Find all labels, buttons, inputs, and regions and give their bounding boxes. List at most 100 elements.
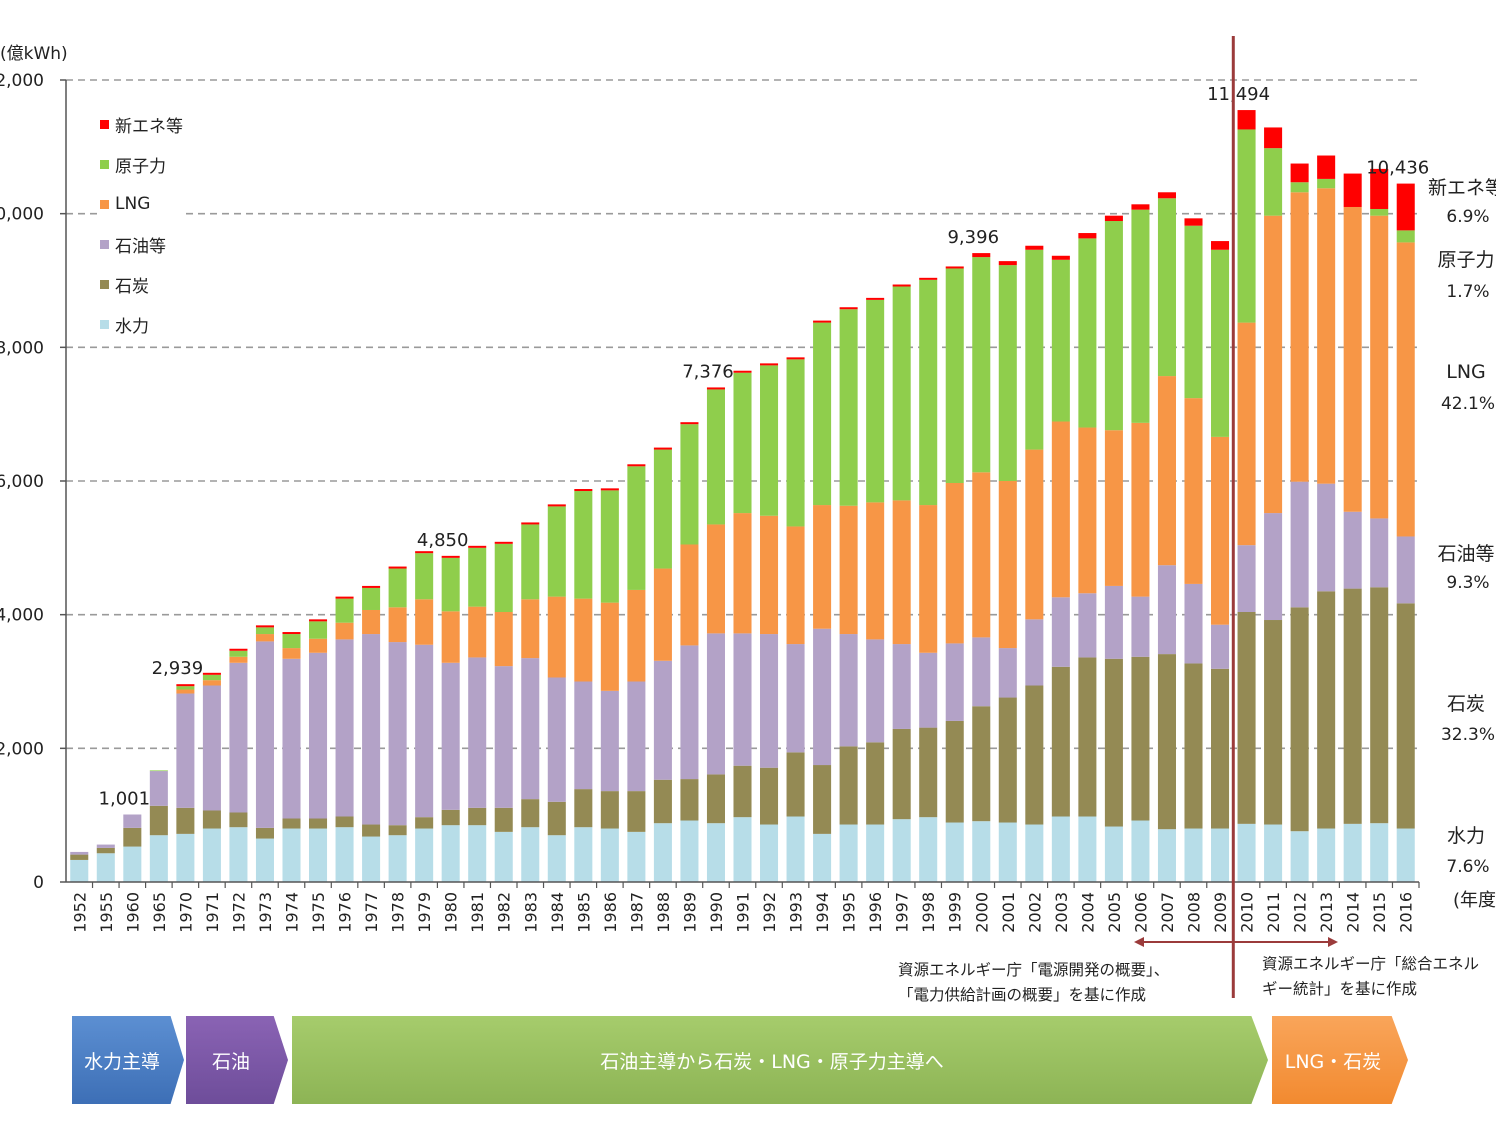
bar-segment-原子力 [441,557,460,612]
x-tick-label: 1955 [97,892,116,933]
bar-segment-水力 [627,831,646,882]
source-note-left: 資源エネルギー庁「電源開発の概要」、 「電力供給計画の概要」を基に作成 [898,958,1169,1008]
bar-segment-原子力 [1290,182,1309,193]
bar-segment-石油等 [1317,483,1336,592]
x-tick-label: 2005 [1105,892,1124,933]
bar-segment-水力 [521,827,540,882]
x-tick-label: 1976 [336,892,355,933]
bar-segment-原子力 [1264,148,1283,216]
x-tick-label: 2000 [972,892,991,933]
bar-segment-原子力 [839,309,858,506]
bar-segment-石油等 [255,641,274,828]
bar-segment-石油等 [70,851,89,855]
bar-segment-石油等 [653,660,672,780]
bar-segment-水力 [149,835,168,882]
x-tick-label: 1981 [468,892,487,933]
source-note-left-line1: 資源エネルギー庁「電源開発の概要」、 [898,961,1170,979]
y-axis-unit-label: (億kWh) [0,44,68,64]
bar-segment-原子力 [1317,178,1336,189]
bar-segment-水力 [70,859,89,882]
x-tick-label: 1988 [654,892,673,933]
y-tick-label: 10,000 [0,205,44,225]
bar-segment-LNG [468,606,487,658]
bar-segment-石炭 [441,809,460,826]
bar-segment-原子力 [1237,129,1256,323]
x-tick-label: 1978 [389,892,408,933]
data-label: 4,850 [417,530,469,551]
bar-segment-石炭 [972,706,991,822]
bar-segment-石炭 [892,728,911,820]
bar-segment-石炭 [202,810,221,829]
bar-segment-水力 [972,821,991,882]
bar-segment-新エネ等 [813,320,832,323]
bar-segment-原子力 [1184,225,1203,399]
bar-segment-LNG [945,483,964,644]
bar-segment-LNG [919,505,938,653]
bar-segment-水力 [998,822,1017,882]
bar-segment-石炭 [813,765,832,834]
bar-segment-LNG [388,607,407,643]
x-tick-label: 1998 [919,892,938,933]
bar-segment-石炭 [282,818,301,829]
share-value-label: 7.6% [1446,857,1489,877]
bar-segment-新エネ等 [1104,215,1123,222]
bar-segment-新エネ等 [441,555,460,558]
legend-item: 水力 [100,304,183,344]
bar-segment-石油等 [229,662,248,813]
x-tick-label: 1986 [601,892,620,933]
source-note-left-line2: 「電力供給計画の概要」を基に作成 [898,986,1147,1004]
legend-swatch [100,319,109,329]
bar-segment-LNG [176,689,195,694]
bar-segment-新エネ等 [760,363,779,366]
share-name-label: LNG [1446,361,1486,383]
x-tick-label: 2002 [1025,892,1044,933]
bar-segment-新エネ等 [998,261,1017,266]
bar-segment-石油等 [839,634,858,747]
bar-segment-石油等 [972,637,991,707]
bar-segment-石炭 [945,720,964,823]
bar-segment-原子力 [1078,238,1097,428]
bar-segment-LNG [627,589,646,682]
x-tick-label: 2003 [1052,892,1071,933]
bar-segment-石油等 [468,657,487,808]
x-tick-label: 1973 [256,892,275,933]
bar-segment-水力 [813,833,832,882]
bar-segment-新エネ等 [1078,233,1097,239]
bar-segment-新エネ等 [415,551,434,554]
bar-segment-新エネ等 [600,488,619,491]
data-label: 1,001 [99,788,151,809]
bar-segment-LNG [760,515,779,635]
bar-segment-石油等 [919,652,938,728]
bar-segment-石炭 [1290,607,1309,832]
bar-segment-石炭 [786,752,805,817]
bar-segment-石炭 [627,791,646,832]
bar-segment-新エネ等 [706,387,725,390]
bar-segment-石炭 [176,807,195,834]
bar-segment-新エネ等 [547,504,566,507]
bar-segment-水力 [1211,828,1230,882]
bar-segment-原子力 [998,265,1017,481]
bar-segment-水力 [1396,828,1415,882]
bar-segment-石油等 [1051,597,1070,667]
bar-segment-LNG [574,598,593,682]
bar-segment-新エネ等 [1131,204,1150,210]
bar-segment-LNG [309,638,328,653]
bar-segment-LNG [653,568,672,661]
bar-segment-石油等 [1343,511,1362,589]
bar-segment-原子力 [706,389,725,525]
bar-segment-石炭 [706,774,725,824]
bar-segment-新エネ等 [362,585,381,588]
bar-segment-LNG [1317,188,1336,484]
bar-segment-原子力 [1131,209,1150,423]
bar-segment-石炭 [733,765,752,818]
bar-segment-原子力 [786,359,805,527]
bar-segment-LNG [1396,242,1415,537]
bar-segment-新エネ等 [1264,127,1283,149]
legend-swatch [100,159,109,169]
source-note-right-line2: ギー統計」を基に作成 [1262,980,1418,998]
bar-segment-水力 [547,835,566,882]
bar-segment-新エネ等 [388,566,407,569]
bar-segment-石油等 [998,648,1017,698]
bar-segment-石油等 [388,642,407,826]
bar-segment-原子力 [415,553,434,600]
